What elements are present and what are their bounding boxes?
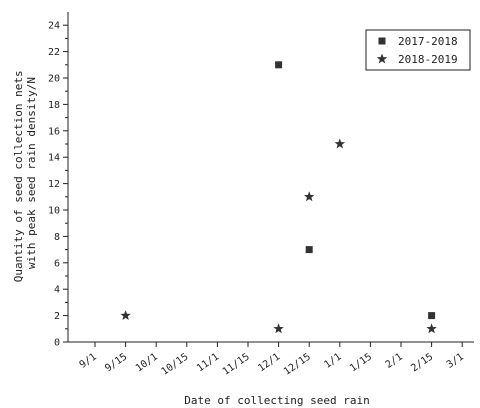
legend-label-2: 2018-2019: [398, 53, 458, 66]
x-tick-label: 12/15: [282, 351, 313, 377]
y-tick-label: 0: [54, 338, 60, 349]
x-tick-label: 12/1: [256, 351, 282, 374]
y-tick-label: 16: [48, 126, 60, 137]
y-tick-label: 10: [48, 206, 60, 217]
series-2-point: [334, 138, 346, 149]
series-2-point: [120, 310, 131, 321]
legend-label-1: 2017-2018: [398, 35, 458, 48]
x-tick-label: 11/1: [195, 351, 221, 374]
legend-box: [365, 29, 471, 71]
y-axis-title: Quantity of seed collection nets with pe…: [12, 64, 38, 283]
x-tick-label: 10/1: [134, 351, 160, 374]
legend-marker-2: [376, 53, 388, 64]
y-tick-label: 2: [54, 311, 60, 322]
y-axis-title-line-2: with peak seed rain density/N: [25, 77, 38, 269]
y-tick-label: 4: [54, 285, 60, 296]
x-tick-label: 3/1: [445, 351, 466, 370]
x-tick-label: 1/1: [322, 351, 343, 370]
y-tick-label: 24: [48, 21, 60, 32]
data-points: [120, 61, 437, 334]
x-tick-label: 9/1: [78, 351, 99, 370]
y-tick-label: 6: [54, 258, 60, 269]
y-tick-label: 22: [48, 47, 60, 58]
series-1-point: [305, 246, 313, 254]
series-2-point: [303, 191, 315, 202]
x-tick-label: 2/15: [409, 351, 435, 374]
legend: 2017-2018 2018-2019: [365, 29, 471, 71]
legend-marker-1: [378, 37, 386, 45]
y-tick-label: 18: [48, 100, 60, 111]
x-tick-label: 9/15: [103, 351, 129, 374]
x-axis-title: Date of collecting seed rain: [184, 394, 369, 407]
series-1-point: [275, 61, 283, 69]
series-2-point: [426, 323, 437, 334]
axes: [67, 12, 474, 343]
y-tick-label: 14: [48, 153, 60, 164]
series-1-point: [428, 312, 436, 320]
y-axis-title-line-1: Quantity of seed collection nets: [12, 70, 25, 282]
y-tick-label: 12: [48, 179, 60, 190]
x-tick-label: 11/15: [221, 351, 252, 377]
series-2-point: [273, 323, 284, 334]
y-tick-label: 20: [48, 74, 60, 85]
x-tick-label: 2/1: [384, 351, 405, 370]
y-tick-label: 8: [54, 232, 60, 243]
x-tick-label: 10/15: [160, 351, 191, 377]
x-tick-label: 1/15: [348, 351, 374, 374]
